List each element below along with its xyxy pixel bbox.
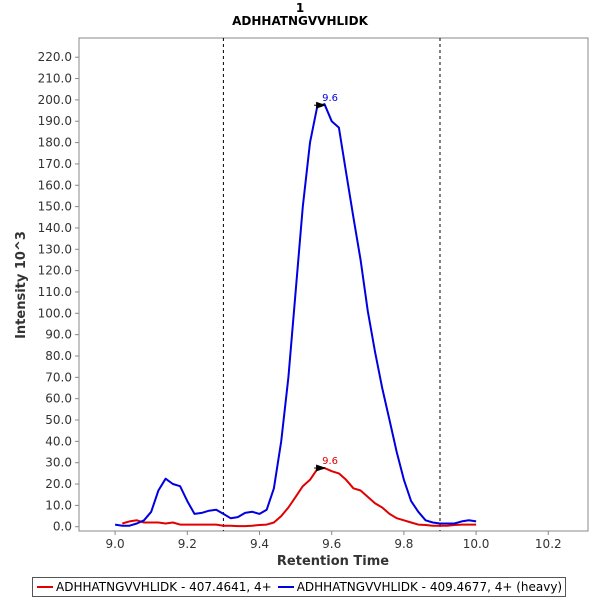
y-tick-label: 150.0 <box>38 200 72 214</box>
y-tick-label: 60.0 <box>45 392 72 406</box>
plot-area <box>78 37 589 532</box>
y-axis-title: Intensity 10^3 <box>14 231 29 339</box>
x-tick-label: 9.8 <box>394 537 413 551</box>
x-tick-label: 9.2 <box>178 537 197 551</box>
y-tick-label: 40.0 <box>45 434 72 448</box>
x-tick-label: 10.2 <box>535 537 562 551</box>
legend: ADHHATNGVVHLIDK - 407.4641, 4+ ADHHATNGV… <box>32 577 566 597</box>
y-tick-label: 100.0 <box>38 306 72 320</box>
y-tick-label: 70.0 <box>45 370 72 384</box>
y-tick-label: 220.0 <box>38 50 72 64</box>
legend-swatch-heavy <box>277 586 294 588</box>
y-tick-label: 200.0 <box>38 93 72 107</box>
y-tick-label: 110.0 <box>38 285 72 299</box>
y-tick-label: 170.0 <box>38 157 72 171</box>
integration-boundaries <box>222 38 441 531</box>
y-tick-label: 160.0 <box>38 178 72 192</box>
series-line-heavy <box>114 103 477 527</box>
peak-arrow <box>316 101 327 109</box>
peak-label: 9.6 <box>322 456 338 467</box>
x-tick-label: 9.4 <box>250 537 269 551</box>
chart-subtitle: ADHHATNGVVHLIDK <box>232 14 368 28</box>
x-tick-label: 9.6 <box>322 537 341 551</box>
legend-item-heavy: ADHHATNGVVHLIDK - 409.4677, 4+ (heavy) <box>277 580 563 594</box>
legend-label-heavy: ADHHATNGVVHLIDK - 409.4677, 4+ (heavy) <box>296 580 563 594</box>
x-axis: 9.0 9.2 9.4 9.6 9.8 10.0 10.2 <box>106 531 562 551</box>
y-tick-label: 90.0 <box>45 328 72 342</box>
y-tick-label: 10.0 <box>45 498 72 512</box>
y-axis: 0.0 10.0 20.0 30.0 40.0 50.0 60.0 70.0 80.0 90.0 1… <box>38 50 79 534</box>
chart-title: 1 <box>296 1 304 15</box>
y-tick-label: 130.0 <box>38 242 72 256</box>
y-tick-label: 120.0 <box>38 264 72 278</box>
legend-item-light: ADHHATNGVVHLIDK - 407.4641, 4+ <box>37 580 272 594</box>
series-layer: 9.6 9.6 <box>114 93 477 528</box>
series-line-light <box>122 467 477 528</box>
legend-label-light: ADHHATNGVVHLIDK - 407.4641, 4+ <box>56 580 272 594</box>
y-tick-label: 0.0 <box>53 520 72 534</box>
y-tick-label: 140.0 <box>38 221 72 235</box>
y-tick-label: 20.0 <box>45 477 72 491</box>
peak-arrow <box>316 464 327 472</box>
x-tick-label: 9.0 <box>106 537 125 551</box>
chart: 1 ADHHATNGVVHLIDK 0.0 10.0 20.0 30.0 40.0 50.… <box>14 1 589 569</box>
legend-swatch-light <box>37 586 53 588</box>
y-tick-label: 50.0 <box>45 413 72 427</box>
x-axis-title: Retention Time <box>277 554 389 569</box>
y-tick-label: 190.0 <box>38 114 72 128</box>
y-tick-label: 210.0 <box>38 72 72 86</box>
y-tick-label: 180.0 <box>38 136 72 150</box>
x-tick-label: 10.0 <box>463 537 490 551</box>
y-tick-label: 30.0 <box>45 456 72 470</box>
y-tick-label: 80.0 <box>45 349 72 363</box>
peak-label: 9.6 <box>322 93 338 104</box>
